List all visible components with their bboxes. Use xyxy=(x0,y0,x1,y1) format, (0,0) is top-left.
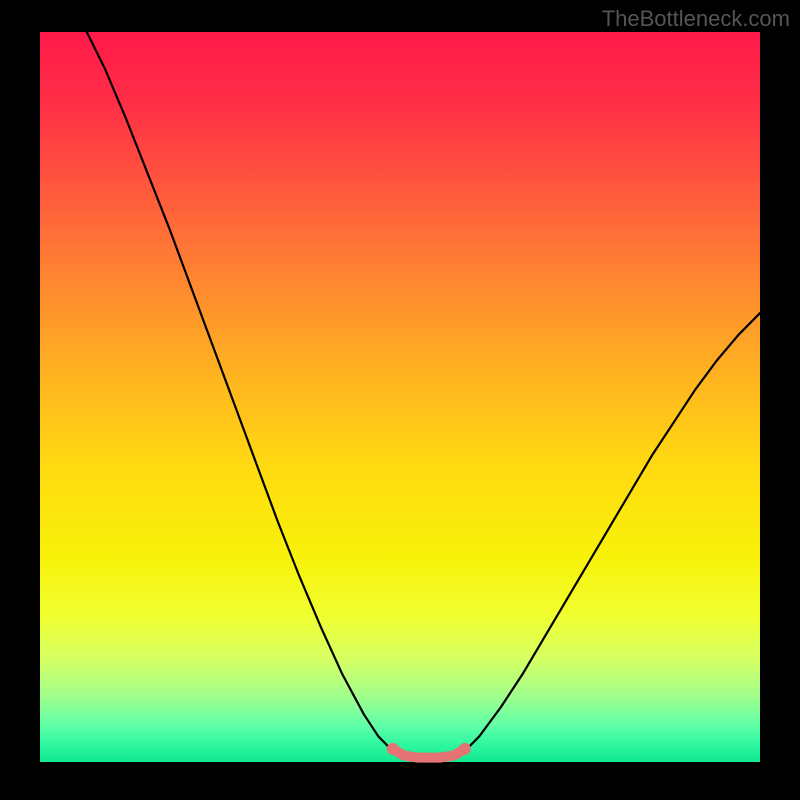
bridge-knob-left xyxy=(387,743,399,755)
watermark-text: TheBottleneck.com xyxy=(602,6,790,32)
bottleneck-chart: TheBottleneck.com xyxy=(0,0,800,800)
chart-svg xyxy=(0,0,800,800)
bridge-knob-right xyxy=(459,743,471,755)
